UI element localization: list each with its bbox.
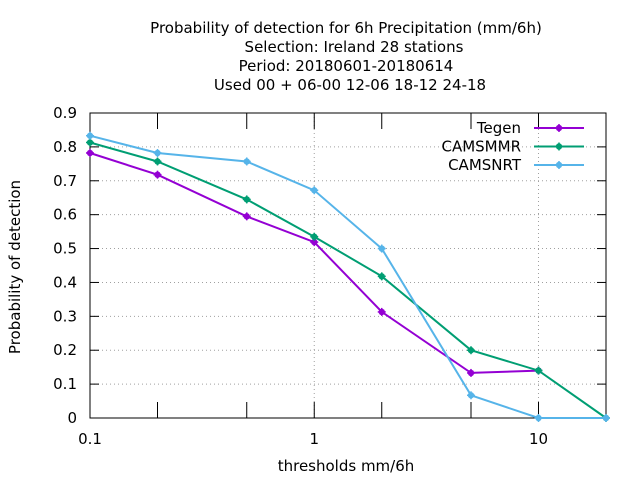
data-point-tegen	[310, 238, 319, 247]
y-tick-label: 0.9	[53, 104, 77, 122]
title-line-4: Used 00 + 06-00 12-06 18-12 24-18	[214, 76, 486, 94]
data-point-camsnrt	[534, 414, 543, 422]
data-point-camsmmr	[242, 195, 251, 204]
data-point-camsnrt	[466, 391, 475, 400]
y-tick-label: 0.8	[53, 138, 77, 156]
plot-frame	[89, 112, 607, 419]
axis-ticks	[89, 112, 607, 419]
x-axis-label: thresholds mm/6h	[278, 457, 415, 475]
grid	[90, 113, 606, 418]
data-point-tegen	[377, 307, 386, 316]
title-line-3: Period: 20180601-20180614	[239, 57, 454, 75]
y-tick-label: 0.5	[53, 240, 77, 258]
data-point-camsnrt	[602, 414, 610, 422]
data-point-camsnrt	[153, 148, 162, 157]
y-tick-label: 0.6	[53, 206, 77, 224]
tick-labels: 00.10.20.30.40.50.60.70.80.90.1 1 10	[53, 104, 548, 448]
legend-marker-tegen	[555, 124, 563, 132]
data-point-camsmmr	[466, 346, 475, 355]
data-point-camsmmr	[153, 157, 162, 166]
x-tick-label: 10	[529, 430, 548, 448]
data-point-camsnrt	[242, 157, 251, 166]
legend-marker-camsmmr	[555, 142, 563, 151]
data-point-tegen	[466, 368, 475, 377]
data-point-tegen	[242, 212, 251, 221]
series-group	[86, 131, 610, 422]
legend-label-tegen: Tegen	[476, 119, 521, 137]
data-point-camsmmr	[534, 366, 543, 375]
series-line-camsmmr	[89, 141, 607, 419]
legend-label-camsnrt: CAMSNRT	[448, 156, 522, 174]
y-tick-label: 0.4	[53, 273, 77, 291]
chart-title: Probability of detection for 6h Precipit…	[150, 19, 542, 94]
y-tick-label: 0.1	[53, 375, 77, 393]
data-point-camsmmr	[377, 272, 386, 281]
y-tick-label: 0.2	[53, 341, 77, 359]
series-line-camsnrt	[89, 134, 606, 419]
x-tick-label: 1	[309, 430, 319, 448]
x-tick-label: 0.1	[78, 430, 102, 448]
data-point-camsnrt	[86, 131, 94, 140]
title-line-1: Probability of detection for 6h Precipit…	[150, 19, 542, 37]
data-point-camsmmr	[86, 138, 94, 147]
y-tick-label: 0.7	[53, 172, 77, 190]
data-point-camsnrt	[377, 244, 386, 253]
data-point-camsmmr	[310, 232, 319, 241]
data-point-camsnrt	[310, 186, 319, 195]
data-point-tegen	[86, 148, 94, 157]
data-point-tegen	[153, 170, 162, 179]
title-line-2: Selection: Ireland 28 stations	[245, 38, 464, 56]
legend-marker-camsnrt	[555, 161, 563, 169]
y-axis-label: Probability of detection	[6, 180, 24, 354]
legend-label-camsmmr: CAMSMMR	[441, 138, 521, 156]
y-tick-label: 0.3	[53, 307, 77, 325]
y-tick-label: 0	[67, 409, 77, 427]
